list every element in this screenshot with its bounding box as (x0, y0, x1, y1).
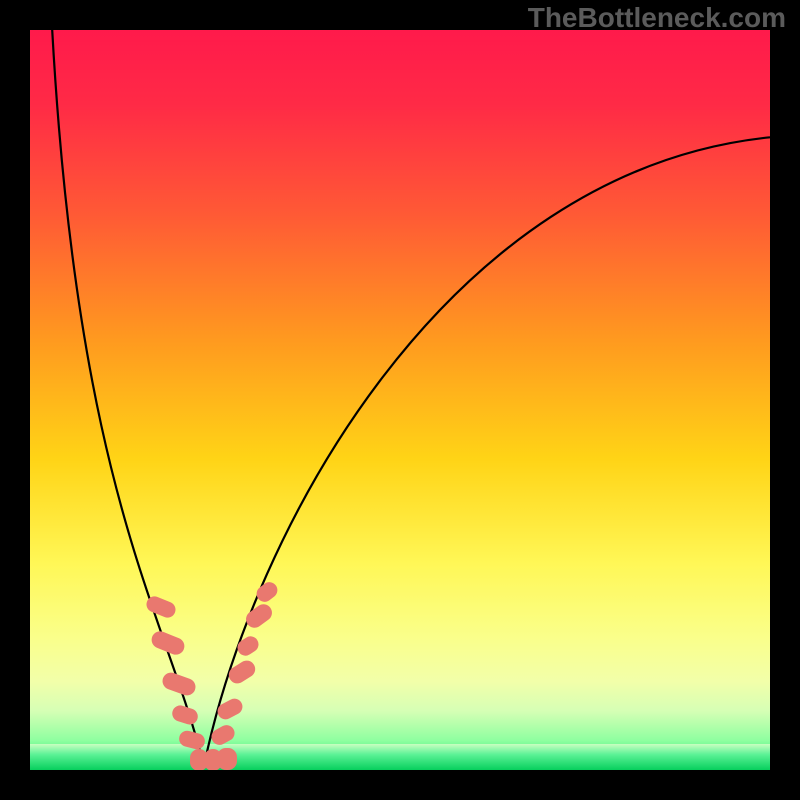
curve-marker (253, 579, 280, 605)
chart-stage: TheBottleneck.com (0, 0, 800, 800)
curve-marker (242, 601, 275, 631)
curve-marker (225, 658, 258, 687)
plot-area (30, 30, 770, 770)
curve-marker (215, 696, 245, 722)
curve-marker (217, 748, 237, 770)
curve-marker (235, 634, 262, 660)
curve-marker (161, 670, 199, 698)
curve-marker (177, 729, 206, 751)
curve-markers-layer (30, 30, 770, 770)
curve-marker (149, 628, 187, 656)
curve-marker (209, 723, 238, 748)
watermark-text: TheBottleneck.com (528, 2, 786, 34)
curve-marker (171, 703, 201, 726)
curve-marker (144, 594, 178, 620)
